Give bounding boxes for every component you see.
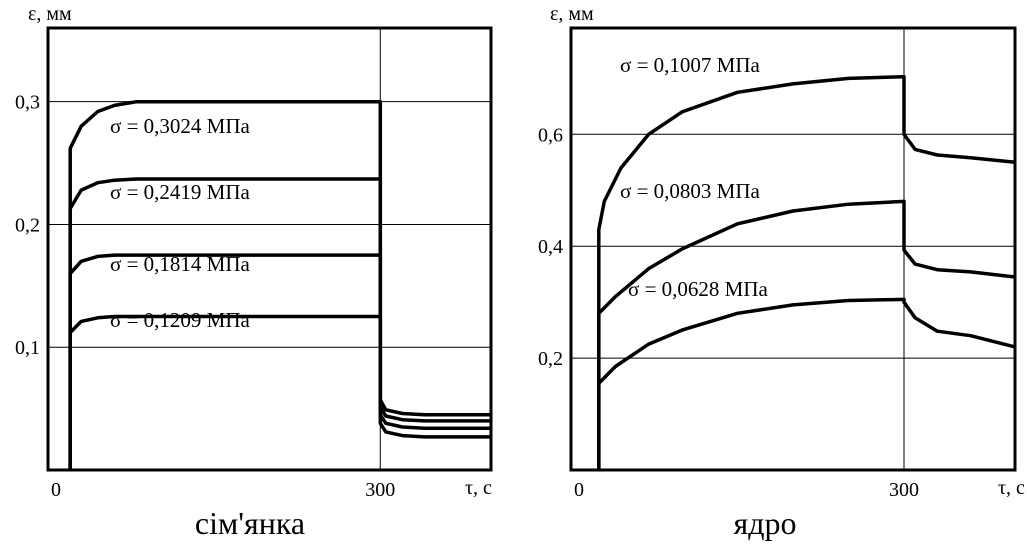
- x-tick-label: 300: [889, 479, 919, 501]
- y-tick-label: 0,3: [15, 92, 40, 114]
- y-tick-label: 0,1: [15, 337, 40, 359]
- chart-caption: ядро: [734, 505, 797, 541]
- series-label: σ = 0,0628 МПа: [628, 277, 769, 301]
- series-line: [68, 99, 491, 470]
- x-axis-label: τ, с: [465, 477, 492, 499]
- plot-frame: [569, 26, 1017, 472]
- plot-frame: [46, 26, 493, 472]
- x-tick-label: 0: [574, 479, 584, 501]
- x-tick-label: 300: [365, 479, 395, 501]
- series-line: [597, 74, 1016, 470]
- series-line: [68, 253, 491, 470]
- series-line: [597, 297, 1016, 470]
- series-line: [68, 314, 491, 470]
- series-label: σ = 0,0803 МПа: [620, 179, 761, 203]
- y-tick-label: 0,2: [538, 348, 563, 370]
- series-label: σ = 0,1007 МПа: [620, 53, 761, 77]
- x-tick-label: 0: [51, 479, 61, 501]
- series-line: [597, 199, 1016, 470]
- x-axis-label: τ, с: [998, 477, 1025, 499]
- y-axis-label: ε, мм: [28, 3, 72, 25]
- series-label: σ = 0,1209 МПа: [110, 308, 251, 332]
- y-tick-label: 0,6: [538, 124, 563, 146]
- y-tick-label: 0,4: [538, 236, 563, 258]
- series-label: σ = 0,3024 МПа: [110, 114, 251, 138]
- series-label: σ = 0,2419 МПа: [110, 180, 251, 204]
- y-axis-label: ε, мм: [550, 3, 594, 25]
- series-line: [68, 177, 491, 470]
- chart-caption: сім'янка: [195, 505, 305, 541]
- series-label: σ = 0,1814 МПа: [110, 252, 251, 276]
- y-tick-label: 0,2: [15, 214, 40, 236]
